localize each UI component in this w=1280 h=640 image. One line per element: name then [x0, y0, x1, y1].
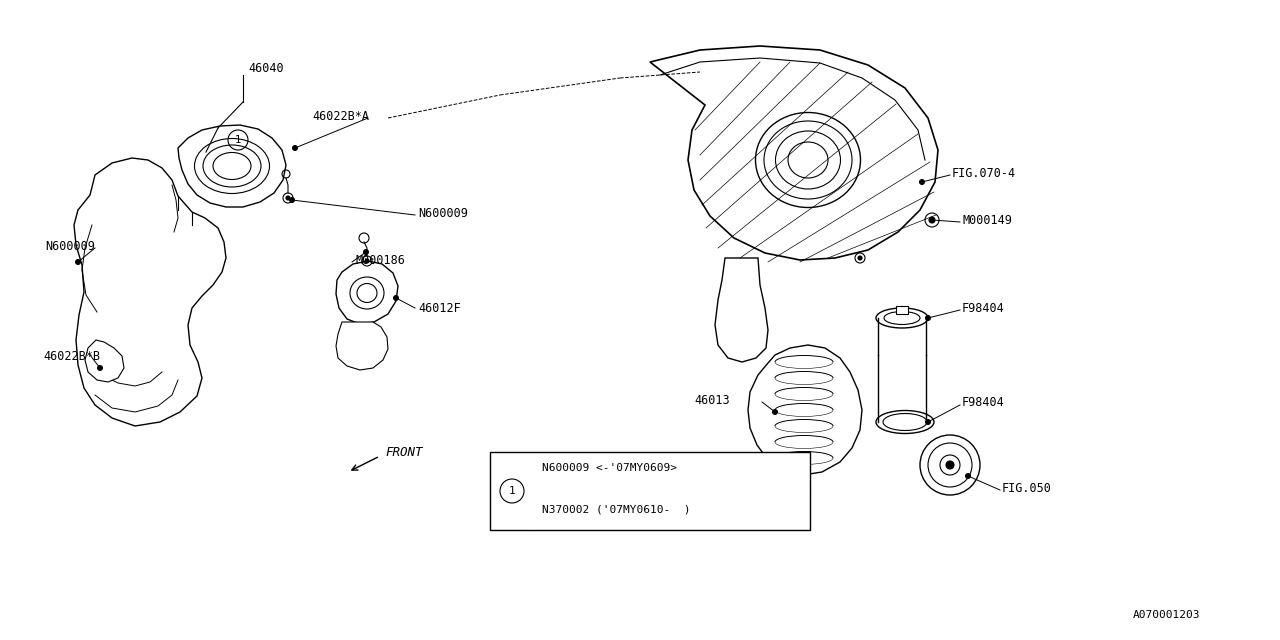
Circle shape	[365, 259, 369, 263]
Polygon shape	[74, 158, 227, 426]
Text: F98404: F98404	[963, 301, 1005, 314]
Polygon shape	[650, 46, 938, 260]
Text: FIG.070-4: FIG.070-4	[952, 166, 1016, 179]
Polygon shape	[716, 258, 768, 362]
Circle shape	[858, 256, 861, 260]
Text: 46040: 46040	[248, 61, 284, 74]
Text: 46022B*A: 46022B*A	[312, 109, 369, 122]
Polygon shape	[337, 322, 388, 370]
Text: 46012F: 46012F	[419, 301, 461, 314]
Text: N600009: N600009	[45, 239, 95, 253]
Polygon shape	[748, 345, 861, 475]
Text: FIG.050: FIG.050	[1002, 481, 1052, 495]
Text: 46013: 46013	[694, 394, 730, 406]
Text: M000186: M000186	[355, 253, 404, 266]
Circle shape	[925, 419, 931, 424]
Circle shape	[97, 365, 102, 371]
Circle shape	[965, 474, 970, 479]
Text: FRONT: FRONT	[385, 447, 422, 460]
Polygon shape	[84, 340, 124, 382]
Bar	[490, 452, 810, 530]
Circle shape	[925, 316, 931, 321]
Text: 1: 1	[234, 135, 241, 145]
Text: N600009 <-'07MY0609>: N600009 <-'07MY0609>	[541, 463, 677, 473]
Circle shape	[946, 461, 954, 469]
Text: M000149: M000149	[963, 214, 1012, 227]
Circle shape	[289, 198, 294, 202]
Bar	[896, 306, 908, 314]
Circle shape	[293, 145, 297, 150]
Circle shape	[364, 250, 369, 255]
Circle shape	[285, 196, 291, 200]
Text: F98404: F98404	[963, 397, 1005, 410]
Text: A070001203: A070001203	[1133, 610, 1201, 620]
Circle shape	[773, 410, 777, 415]
Text: N370002 ('07MY0610-  ): N370002 ('07MY0610- )	[541, 505, 690, 515]
Polygon shape	[337, 261, 398, 324]
Text: 46022B*B: 46022B*B	[44, 349, 100, 362]
Text: 1: 1	[508, 486, 516, 496]
Text: N600009: N600009	[419, 207, 468, 220]
Circle shape	[919, 179, 924, 184]
Polygon shape	[178, 125, 285, 207]
Circle shape	[929, 217, 934, 223]
Circle shape	[76, 259, 81, 264]
Circle shape	[393, 296, 398, 301]
Circle shape	[929, 218, 934, 223]
